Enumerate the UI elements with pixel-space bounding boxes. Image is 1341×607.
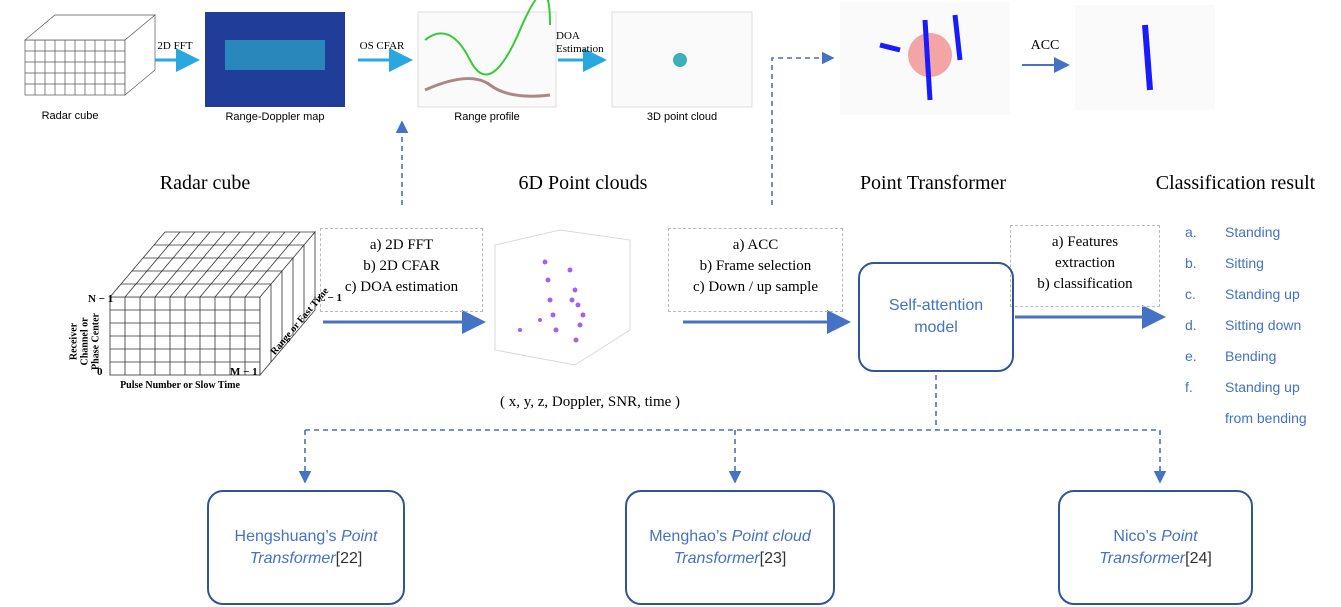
class-label: Standing up — [1225, 286, 1300, 302]
variant-label: Menghao’s Point cloud Transformer[23] — [645, 526, 815, 570]
variant-author: Nico’s — [1113, 528, 1161, 545]
variant-box: Menghao’s Point cloud Transformer[23] — [625, 490, 835, 605]
caption: Range-Doppler map — [205, 111, 345, 123]
cube-label: N − 1 — [88, 293, 113, 305]
cube-label: 0 — [97, 366, 103, 378]
point-cloud-caption: ( x, y, z, Doppler, SNR, time ) — [470, 394, 710, 411]
class-item: c.Standing up — [1185, 286, 1335, 317]
variant-ref: [22] — [336, 550, 363, 567]
class-letter: d. — [1185, 317, 1225, 333]
class-item: d.Sitting down — [1185, 317, 1335, 348]
section-heading: 6D Point clouds — [483, 172, 683, 195]
variant-author: Menghao’s — [649, 528, 731, 545]
variant-ref: [24] — [1185, 550, 1212, 567]
arrow-label: ACC — [1025, 38, 1065, 54]
caption: 3D point cloud — [612, 111, 752, 123]
variant-author: Hengshuang’s — [235, 528, 341, 545]
step: b) 2D CFAR — [321, 256, 482, 277]
class-label: Standing — [1225, 224, 1280, 240]
processing-box: a) 2D FFT b) 2D CFAR c) DOA estimation — [320, 228, 483, 312]
step: b) Frame selection — [669, 256, 842, 277]
step: a) ACC — [669, 235, 842, 256]
section-heading: Radar cube — [105, 172, 305, 195]
class-item: f.Standing up from bending — [1185, 379, 1335, 434]
step: c) Down / up sample — [669, 277, 842, 298]
arrow-label: DOA Estimation — [556, 30, 600, 56]
class-letter: c. — [1185, 286, 1225, 302]
cube-label: Receiver Channel or Phase Center — [69, 312, 102, 372]
point-cloud-plot — [495, 230, 630, 365]
radar-cube — [110, 232, 315, 375]
page: Radar cube Range-Doppler map Range profi… — [0, 0, 1341, 607]
classifier-box: a) Features extraction b) classification — [1010, 225, 1160, 307]
variant-box: Nico’s Point Transformer[24] — [1058, 490, 1253, 605]
cube-label: Pulse Number or Slow Time — [90, 380, 270, 391]
class-label: Sitting down — [1225, 317, 1301, 333]
caption: Radar cube — [15, 110, 125, 122]
step: c) DOA estimation — [321, 277, 482, 298]
variant-box: Hengshuang’s Point Transformer[22] — [207, 490, 405, 605]
class-item: b.Sitting — [1185, 255, 1335, 286]
class-label: Standing up from bending — [1225, 372, 1325, 434]
class-item: a.Standing — [1185, 224, 1335, 255]
arrow-label: OS CFAR — [352, 40, 412, 52]
step: b) classification — [1011, 274, 1159, 295]
step: a) 2D FFT — [321, 235, 482, 256]
cube-label: M − 1 — [230, 366, 258, 378]
variant-label: Hengshuang’s Point Transformer[22] — [227, 526, 385, 570]
model-label: Self-attention model — [885, 295, 987, 339]
small-radar-cube — [25, 15, 155, 95]
caption: Range profile — [418, 111, 556, 123]
range-profile-image — [418, 12, 556, 107]
section-heading: Point Transformer — [833, 172, 1033, 195]
variant-label: Nico’s Point Transformer[24] — [1088, 526, 1223, 570]
preprocessing-box: a) ACC b) Frame selection c) Down / up s… — [668, 228, 843, 312]
class-list: a.Standing b.Sitting c.Standing up d.Sit… — [1185, 224, 1335, 434]
class-letter: e. — [1185, 348, 1225, 364]
class-letter: f. — [1185, 379, 1225, 434]
arrow-label: 2D FFT — [150, 40, 200, 52]
point-cluster — [673, 53, 687, 67]
range-doppler-highlight — [225, 40, 325, 70]
class-letter: b. — [1185, 255, 1225, 271]
variant-ref: [23] — [760, 550, 787, 567]
section-heading: Classification result — [1130, 172, 1341, 195]
model-box: Self-attention model — [858, 262, 1014, 372]
class-label: Bending — [1225, 348, 1276, 364]
step: a) Features extraction — [1011, 232, 1159, 274]
class-label: Sitting — [1225, 255, 1264, 271]
class-letter: a. — [1185, 224, 1225, 240]
